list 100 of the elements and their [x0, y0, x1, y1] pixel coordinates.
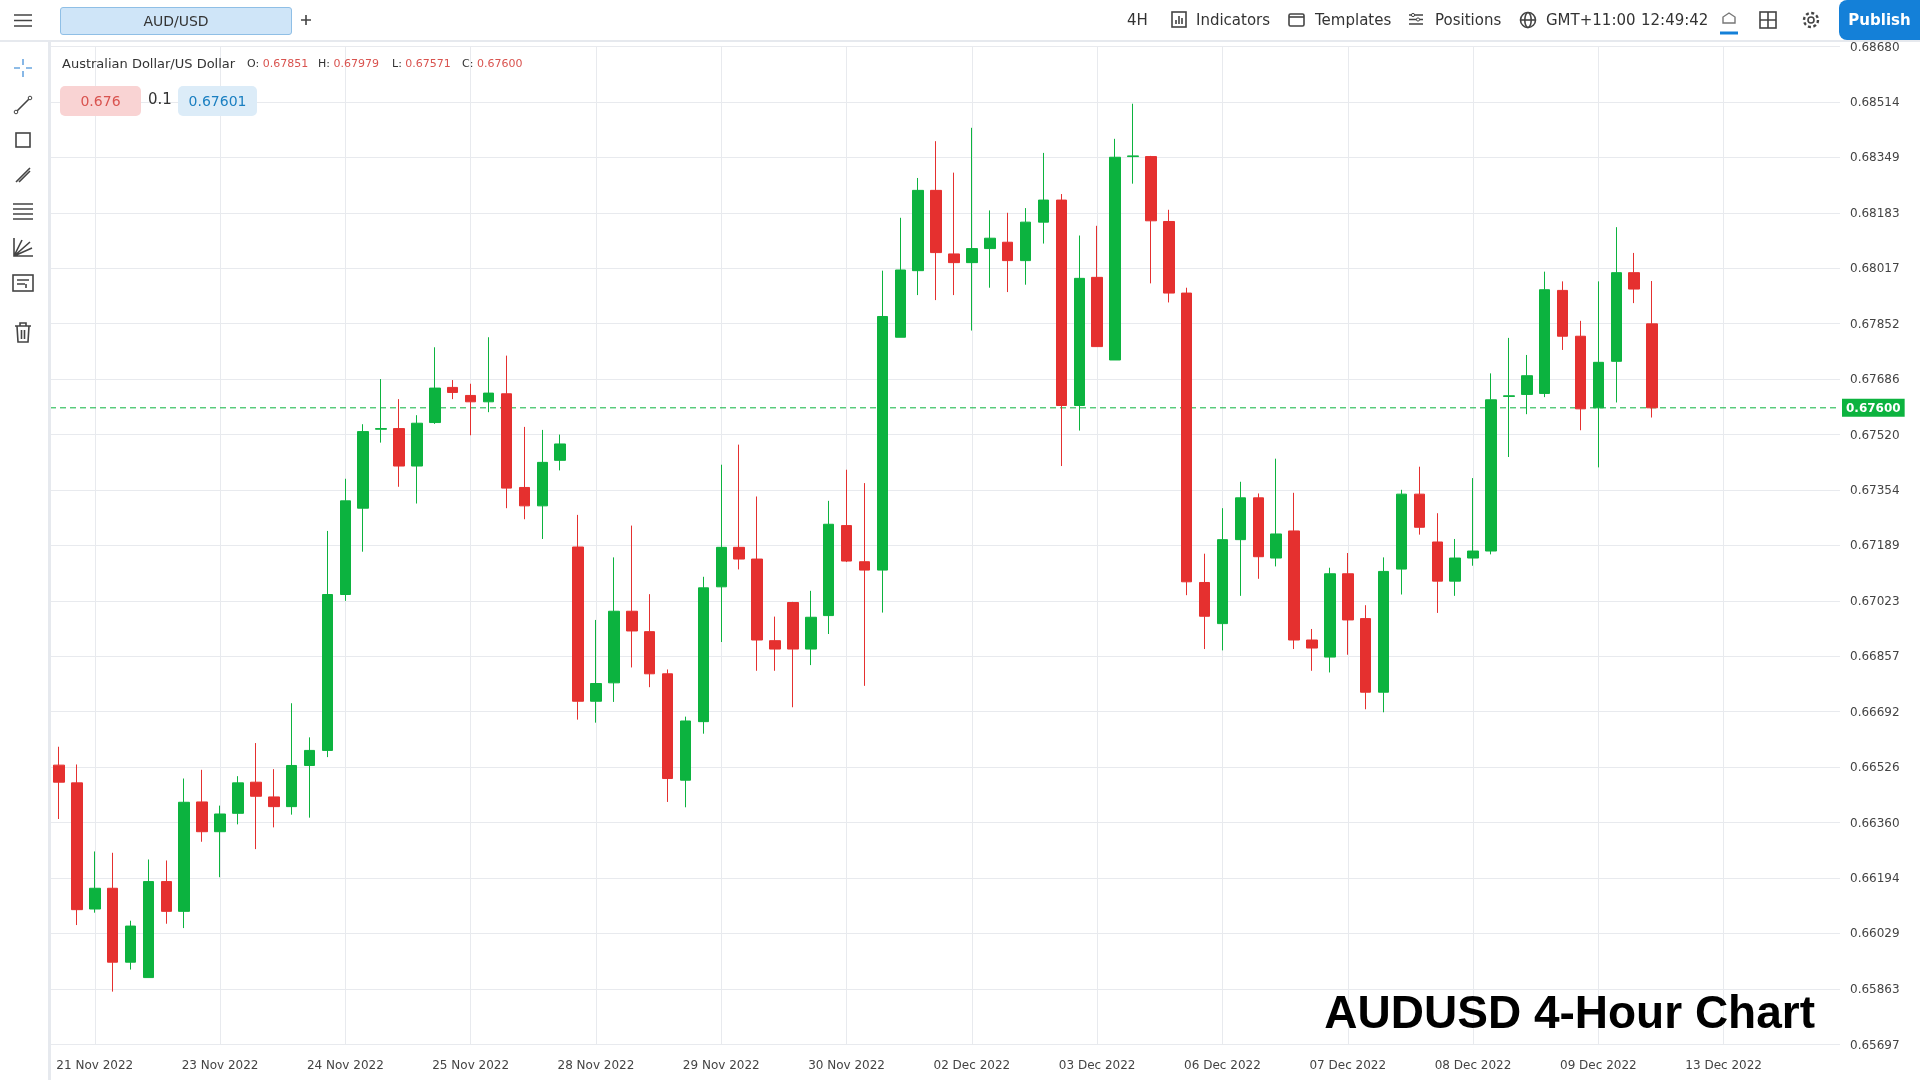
candlestick [1038, 152, 1049, 245]
candlestick [250, 742, 262, 850]
candlestick [895, 217, 906, 338]
x-tick-label: 28 Nov 2022 [557, 1057, 635, 1072]
x-tick-label: 23 Nov 2022 [181, 1057, 259, 1072]
text: Positions [1435, 10, 1502, 30]
text: GMT+11:00 [1546, 10, 1636, 30]
candlestick [161, 859, 172, 925]
y-tick-label: 0.66194 [1850, 871, 1900, 886]
annotation: 0.676 [60, 86, 141, 116]
y-tick-label: 0.66526 [1850, 760, 1900, 775]
candlestick [859, 482, 870, 687]
y-tick-label: 0.68183 [1850, 205, 1900, 220]
text: AUD/USD [60, 7, 292, 35]
candlestick [178, 778, 190, 929]
candlestick [1002, 212, 1013, 293]
candlestick [1360, 604, 1371, 710]
y-tick-label: 0.68017 [1850, 261, 1900, 276]
text: AUDUSD 4-Hour Chart [1324, 986, 1816, 1038]
y-tick-label: 0.67852 [1850, 316, 1900, 331]
candlestick [340, 478, 351, 602]
candlestick [465, 383, 476, 436]
x-tick-label: 24 Nov 2022 [306, 1057, 384, 1072]
candlestick [984, 209, 996, 289]
x-tick-label: 03 Dec 2022 [1058, 1057, 1136, 1072]
candlestick [1539, 271, 1550, 398]
candlestick [1091, 225, 1103, 348]
candlestick [196, 769, 208, 843]
candlestick [716, 464, 727, 643]
candlestick [1396, 489, 1407, 596]
candlestick [71, 763, 83, 926]
candlestick [89, 850, 101, 914]
candlestick [1235, 481, 1246, 597]
candlestick [608, 556, 620, 703]
candlestick [733, 444, 745, 570]
y-tick-label: 0.65697 [1850, 1037, 1900, 1052]
candlestick [286, 702, 297, 816]
x-tick-label: 30 Nov 2022 [808, 1057, 885, 1072]
candlestick [680, 716, 691, 808]
candlestick [1109, 138, 1121, 361]
annotation: O: 0.67851 [247, 57, 309, 70]
x-tick-label: 25 Nov 2022 [432, 1057, 510, 1072]
candlestick [554, 434, 566, 471]
x-tick-label: 07 Dec 2022 [1309, 1057, 1387, 1072]
candlestick [930, 140, 942, 301]
candlestick [501, 355, 512, 509]
x-tick-label: 08 Dec 2022 [1434, 1057, 1512, 1072]
annotation: 0.67601 [178, 86, 257, 116]
candlestick [1628, 252, 1640, 304]
candlestick [1467, 477, 1479, 567]
candlestick [1145, 155, 1157, 284]
candlestick [1270, 458, 1282, 567]
candlestick [805, 590, 817, 666]
annotation: 0.1 [148, 89, 172, 109]
x-tick-label: 29 Nov 2022 [682, 1057, 760, 1072]
candlestick [1020, 207, 1031, 286]
candlestick [1646, 280, 1658, 419]
y-tick-label: 0.68514 [1850, 95, 1900, 110]
candlestick [787, 601, 799, 708]
candlestick [662, 668, 673, 803]
text: 4H [1127, 10, 1148, 30]
candlestick [1306, 628, 1318, 672]
x-tick-label: 09 Dec 2022 [1560, 1057, 1637, 1072]
candlestick [1432, 512, 1443, 614]
text: Publish [1839, 0, 1920, 40]
candlestick [1253, 492, 1264, 580]
y-tick-label: 0.68680 [1850, 39, 1900, 54]
candlestick [304, 736, 315, 819]
candlestick [1324, 567, 1336, 673]
candlestick [53, 746, 65, 820]
candlestick [393, 398, 405, 488]
y-tick-label: 0.67189 [1850, 538, 1900, 553]
candlestick [841, 469, 852, 563]
candlestick [107, 852, 118, 993]
x-tick-label: 13 Dec 2022 [1685, 1057, 1762, 1072]
candlestick [322, 530, 333, 758]
x-tick-label: 02 Dec 2022 [933, 1057, 1011, 1072]
candlestick [1378, 556, 1389, 713]
x-tick-label: 06 Dec 2022 [1184, 1057, 1261, 1072]
candlestick [268, 768, 280, 828]
candlestick [1181, 287, 1192, 596]
y-tick-label: 0.67023 [1850, 593, 1900, 608]
y-tick-label: 0.68349 [1850, 150, 1900, 165]
candlestick [1575, 320, 1586, 431]
annotation: C: 0.67600 [462, 57, 523, 70]
candlestick [1449, 538, 1461, 597]
candlestick [1199, 553, 1210, 650]
y-tick-label: 0.67354 [1850, 483, 1900, 498]
candlestick [357, 423, 369, 553]
annotation: L: 0.67571 [392, 57, 451, 70]
candlestick [912, 177, 924, 296]
candlestick [572, 514, 584, 721]
candlestick [948, 172, 960, 296]
candlestick [1288, 492, 1300, 650]
annotation: H: 0.67979 [318, 57, 379, 70]
y-tick-label: 0.66360 [1850, 815, 1900, 830]
candlestick [626, 525, 638, 668]
text: Templates [1315, 10, 1392, 30]
candlestick [590, 619, 602, 724]
candlestick [232, 775, 244, 825]
